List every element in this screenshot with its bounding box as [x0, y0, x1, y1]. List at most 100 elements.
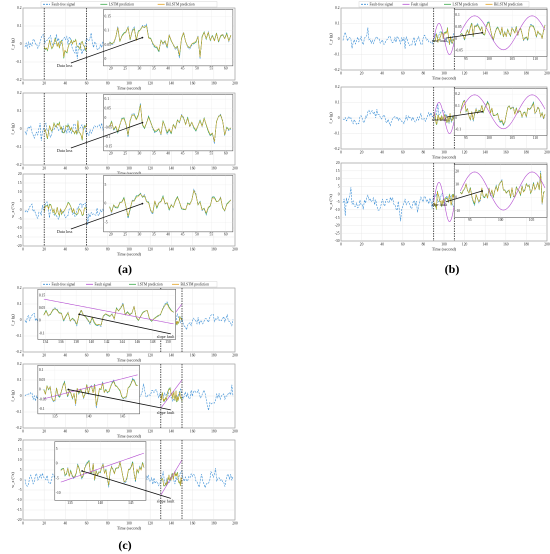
y-tick-label: 0	[20, 42, 22, 46]
subplot-c1: 0 20 40 60 80 100 120 140 160 180 200 0.2 0.1 0 -0.1 -0…	[10, 281, 238, 363]
x-tick-label: 80	[106, 82, 110, 86]
fault-annotation: Data loss	[57, 229, 73, 234]
fault-annotation: slope fault	[157, 334, 175, 339]
y-tick-label: 0	[20, 394, 22, 398]
inset-x-tick-label: 35	[152, 232, 156, 236]
y-tick-label: 0	[20, 127, 22, 131]
x-tick-label: 40	[64, 167, 68, 171]
inset-x-tick-label: 140	[86, 414, 92, 418]
x-tick-label: 60	[85, 522, 89, 526]
inset-y-tick-label: 0	[455, 196, 457, 200]
inset-x-tick-label: 110	[533, 136, 538, 140]
x-tick-label: 140	[483, 243, 489, 247]
x-tick-label: 0	[340, 151, 342, 155]
x-tick-label: 120	[148, 167, 154, 171]
y-axis-label: w_x (°/s)	[10, 202, 15, 218]
inset-x-tick-label: 105	[510, 136, 516, 140]
x-tick-label: 200	[232, 522, 238, 526]
x-tick-label: 0	[22, 430, 24, 434]
y-tick-label: 0	[20, 478, 22, 482]
x-axis-label: Time (second)	[117, 358, 142, 363]
inset-series-bilstm	[460, 100, 546, 125]
fault-annotation: sine fault	[432, 202, 448, 207]
x-tick-label: 200	[232, 354, 238, 358]
x-tick-label: 180	[211, 354, 217, 358]
inset-y-tick-label: 0	[56, 462, 58, 466]
legend-entry: BiLSTM prediction	[166, 3, 195, 7]
inset-y-tick-label: -10	[455, 209, 460, 213]
inset-series-fault	[43, 298, 174, 325]
inset-series-lstm	[43, 302, 174, 326]
inset-frame	[454, 87, 548, 136]
y-tick-label: -20	[17, 244, 22, 248]
inset-x-tick-label: 95	[468, 218, 472, 222]
inset-x-tick-label: 50	[195, 151, 199, 155]
inset-x-tick-label: 60	[224, 232, 228, 236]
inset-series-bilstm	[109, 105, 232, 142]
legend-entry: LSTM prediction	[453, 3, 478, 7]
x-tick-label: 140	[169, 430, 175, 434]
x-tick-label: 160	[190, 354, 196, 358]
y-tick-label: -10	[17, 226, 22, 230]
y-axis-label: f_z (g)	[10, 390, 15, 402]
inset-x-tick-label: 135	[67, 501, 73, 505]
zoom-inset: 20 25 30 35 40 45 50 55 60 0.15 0.1 0.05 0	[103, 9, 234, 70]
arrow-head	[141, 36, 144, 39]
legend-entry: Fault-free signal	[370, 3, 394, 7]
fault-annotation: Data loss	[57, 148, 73, 153]
x-tick-label: 120	[148, 522, 154, 526]
x-axis-label: Time (second)	[117, 434, 142, 439]
x-tick-label: 0	[22, 82, 24, 86]
x-tick-label: 180	[211, 522, 217, 526]
x-tick-label: 200	[544, 72, 550, 76]
inset-x-tick-label: 20	[109, 232, 113, 236]
x-tick-label: 0	[340, 243, 342, 247]
x-tick-label: 100	[441, 243, 447, 247]
inset-x-tick-label: 140	[89, 340, 95, 344]
x-tick-label: 160	[190, 430, 196, 434]
x-tick-label: 60	[85, 248, 89, 252]
x-tick-label: 140	[169, 248, 175, 252]
x-tick-label: 20	[42, 82, 46, 86]
x-tick-label: 180	[524, 243, 530, 247]
inset-x-tick-label: 50	[195, 66, 199, 70]
inset-y-tick-label: 0.1	[105, 97, 110, 101]
x-tick-label: 180	[211, 82, 217, 86]
inset-x-tick-label: 40	[166, 66, 170, 70]
x-tick-label: 100	[441, 72, 447, 76]
arrow-head	[481, 110, 484, 113]
inset-x-tick-label: 35	[152, 66, 156, 70]
y-tick-label: -0.2	[16, 350, 22, 354]
inset-x-tick-label: 20	[109, 151, 113, 155]
annotation-arrow	[82, 470, 171, 499]
inset-y-tick-label: -5	[105, 221, 108, 225]
series-bilstm-prediction	[43, 202, 87, 216]
y-tick-label: 0.2	[17, 286, 22, 290]
x-tick-label: 120	[462, 243, 468, 247]
y-tick-label: -0.2	[16, 163, 22, 167]
x-tick-label: 200	[544, 151, 550, 155]
y-tick-label: -25	[335, 231, 340, 235]
y-tick-label: 0	[20, 208, 22, 212]
y-tick-label: 5	[20, 468, 22, 472]
x-tick-label: 40	[380, 243, 384, 247]
y-tick-label: -20	[335, 224, 340, 228]
y-tick-label: 10	[336, 177, 340, 181]
x-tick-label: 160	[503, 243, 509, 247]
inset-y-tick-label: 0.15	[39, 294, 45, 298]
inset-series-bilstm	[460, 173, 546, 204]
x-tick-label: 40	[380, 72, 384, 76]
inset-x-tick-label: 100	[486, 57, 492, 61]
y-tick-label: 20	[18, 438, 22, 442]
inset-series-bilstm	[460, 22, 546, 41]
series-bilstm-prediction	[433, 28, 455, 45]
inset-x-tick-label: 135	[52, 414, 58, 418]
y-tick-label: 10	[18, 458, 22, 462]
inset-y-tick-label: 5	[56, 447, 58, 451]
x-tick-label: 20	[42, 354, 46, 358]
y-tick-label: -20	[17, 518, 22, 522]
x-tick-label: 200	[232, 248, 238, 252]
y-tick-label: 15	[18, 448, 22, 452]
arrow-head	[67, 388, 70, 391]
